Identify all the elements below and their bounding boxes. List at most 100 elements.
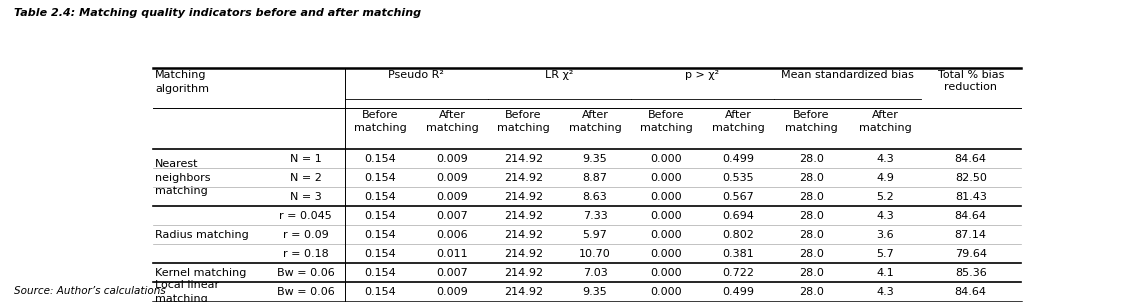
Text: 214.92: 214.92	[504, 287, 543, 297]
Text: 0.000: 0.000	[651, 268, 683, 278]
Text: 0.499: 0.499	[722, 287, 754, 297]
Text: 81.43: 81.43	[954, 192, 987, 202]
Text: 4.1: 4.1	[876, 268, 894, 278]
Text: 0.006: 0.006	[436, 230, 468, 240]
Text: 214.92: 214.92	[504, 268, 543, 278]
Text: 0.009: 0.009	[436, 173, 468, 183]
Text: 214.92: 214.92	[504, 230, 543, 240]
Text: 84.64: 84.64	[954, 287, 987, 297]
Text: Bw = 0.06: Bw = 0.06	[276, 287, 334, 297]
Text: Kernel matching: Kernel matching	[156, 268, 247, 278]
Text: Mean standardized bias: Mean standardized bias	[780, 70, 913, 80]
Text: 79.64: 79.64	[954, 249, 987, 259]
Text: 5.97: 5.97	[583, 230, 608, 240]
Text: Local linear
matching: Local linear matching	[156, 281, 219, 302]
Text: 4.3: 4.3	[876, 153, 894, 164]
Text: 0.154: 0.154	[365, 153, 396, 164]
Text: Nearest
neighbors
matching: Nearest neighbors matching	[156, 159, 210, 196]
Text: 85.36: 85.36	[955, 268, 986, 278]
Text: 0.802: 0.802	[722, 230, 754, 240]
Text: 84.64: 84.64	[954, 153, 987, 164]
Text: Radius matching: Radius matching	[156, 230, 249, 240]
Text: p > χ²: p > χ²	[685, 70, 719, 80]
Text: 0.154: 0.154	[365, 173, 396, 183]
Text: 10.70: 10.70	[579, 249, 611, 259]
Text: 0.000: 0.000	[651, 211, 683, 221]
Text: N = 2: N = 2	[290, 173, 321, 183]
Text: 0.000: 0.000	[651, 249, 683, 259]
Text: 0.154: 0.154	[365, 230, 396, 240]
Text: After
matching: After matching	[426, 110, 478, 133]
Text: 28.0: 28.0	[799, 211, 824, 221]
Text: 4.3: 4.3	[876, 287, 894, 297]
Text: 214.92: 214.92	[504, 211, 543, 221]
Text: Total % bias
reduction: Total % bias reduction	[937, 70, 1004, 92]
Text: r = 0.18: r = 0.18	[283, 249, 328, 259]
Text: 28.0: 28.0	[799, 268, 824, 278]
Text: 3.6: 3.6	[876, 230, 894, 240]
Text: 214.92: 214.92	[504, 249, 543, 259]
Text: 0.007: 0.007	[436, 268, 468, 278]
Text: 28.0: 28.0	[799, 192, 824, 202]
Text: 214.92: 214.92	[504, 173, 543, 183]
Text: After
matching: After matching	[569, 110, 621, 133]
Text: 0.499: 0.499	[722, 153, 754, 164]
Text: r = 0.09: r = 0.09	[283, 230, 328, 240]
Text: 5.7: 5.7	[876, 249, 894, 259]
Text: 28.0: 28.0	[799, 173, 824, 183]
Text: Bw = 0.06: Bw = 0.06	[276, 268, 334, 278]
Text: 0.000: 0.000	[651, 287, 683, 297]
Text: 0.154: 0.154	[365, 192, 396, 202]
Text: Before
matching: Before matching	[354, 110, 407, 133]
Text: 0.011: 0.011	[436, 249, 468, 259]
Text: 7.33: 7.33	[583, 211, 608, 221]
Text: 0.154: 0.154	[365, 287, 396, 297]
Text: N = 1: N = 1	[290, 153, 321, 164]
Text: Source: Author’s calculations: Source: Author’s calculations	[14, 286, 166, 296]
Text: 0.694: 0.694	[722, 211, 754, 221]
Text: 0.000: 0.000	[651, 153, 683, 164]
Text: 9.35: 9.35	[583, 153, 608, 164]
Text: 0.154: 0.154	[365, 249, 396, 259]
Text: 0.722: 0.722	[722, 268, 754, 278]
Text: Before
matching: Before matching	[785, 110, 838, 133]
Text: 0.154: 0.154	[365, 211, 396, 221]
Text: 8.87: 8.87	[583, 173, 608, 183]
Text: 84.64: 84.64	[954, 211, 987, 221]
Text: 0.009: 0.009	[436, 153, 468, 164]
Text: LR χ²: LR χ²	[545, 70, 574, 80]
Text: After
matching: After matching	[711, 110, 765, 133]
Text: 0.567: 0.567	[722, 192, 754, 202]
Text: 214.92: 214.92	[504, 153, 543, 164]
Text: N = 3: N = 3	[290, 192, 321, 202]
Text: 28.0: 28.0	[799, 287, 824, 297]
Text: After
matching: After matching	[859, 110, 911, 133]
Text: 0.009: 0.009	[436, 192, 468, 202]
Text: 5.2: 5.2	[876, 192, 894, 202]
Text: 4.9: 4.9	[876, 173, 894, 183]
Text: 0.381: 0.381	[722, 249, 754, 259]
Text: 0.000: 0.000	[651, 192, 683, 202]
Text: 0.000: 0.000	[651, 230, 683, 240]
Text: Table 2.4: Matching quality indicators before and after matching: Table 2.4: Matching quality indicators b…	[14, 8, 420, 18]
Text: 0.154: 0.154	[365, 268, 396, 278]
Text: 9.35: 9.35	[583, 287, 608, 297]
Text: 0.535: 0.535	[722, 173, 754, 183]
Text: Before
matching: Before matching	[498, 110, 550, 133]
Text: 0.000: 0.000	[651, 173, 683, 183]
Text: 82.50: 82.50	[954, 173, 987, 183]
Text: 28.0: 28.0	[799, 153, 824, 164]
Text: 8.63: 8.63	[583, 192, 608, 202]
Text: r = 0.045: r = 0.045	[279, 211, 332, 221]
Text: Before
matching: Before matching	[640, 110, 693, 133]
Text: 28.0: 28.0	[799, 249, 824, 259]
Text: 4.3: 4.3	[876, 211, 894, 221]
Text: 7.03: 7.03	[583, 268, 608, 278]
Text: 0.009: 0.009	[436, 287, 468, 297]
Text: 214.92: 214.92	[504, 192, 543, 202]
Text: Pseudo R²: Pseudo R²	[389, 70, 444, 80]
Text: 28.0: 28.0	[799, 230, 824, 240]
Text: 0.007: 0.007	[436, 211, 468, 221]
Text: Matching
algorithm: Matching algorithm	[156, 70, 209, 95]
Text: 87.14: 87.14	[954, 230, 987, 240]
